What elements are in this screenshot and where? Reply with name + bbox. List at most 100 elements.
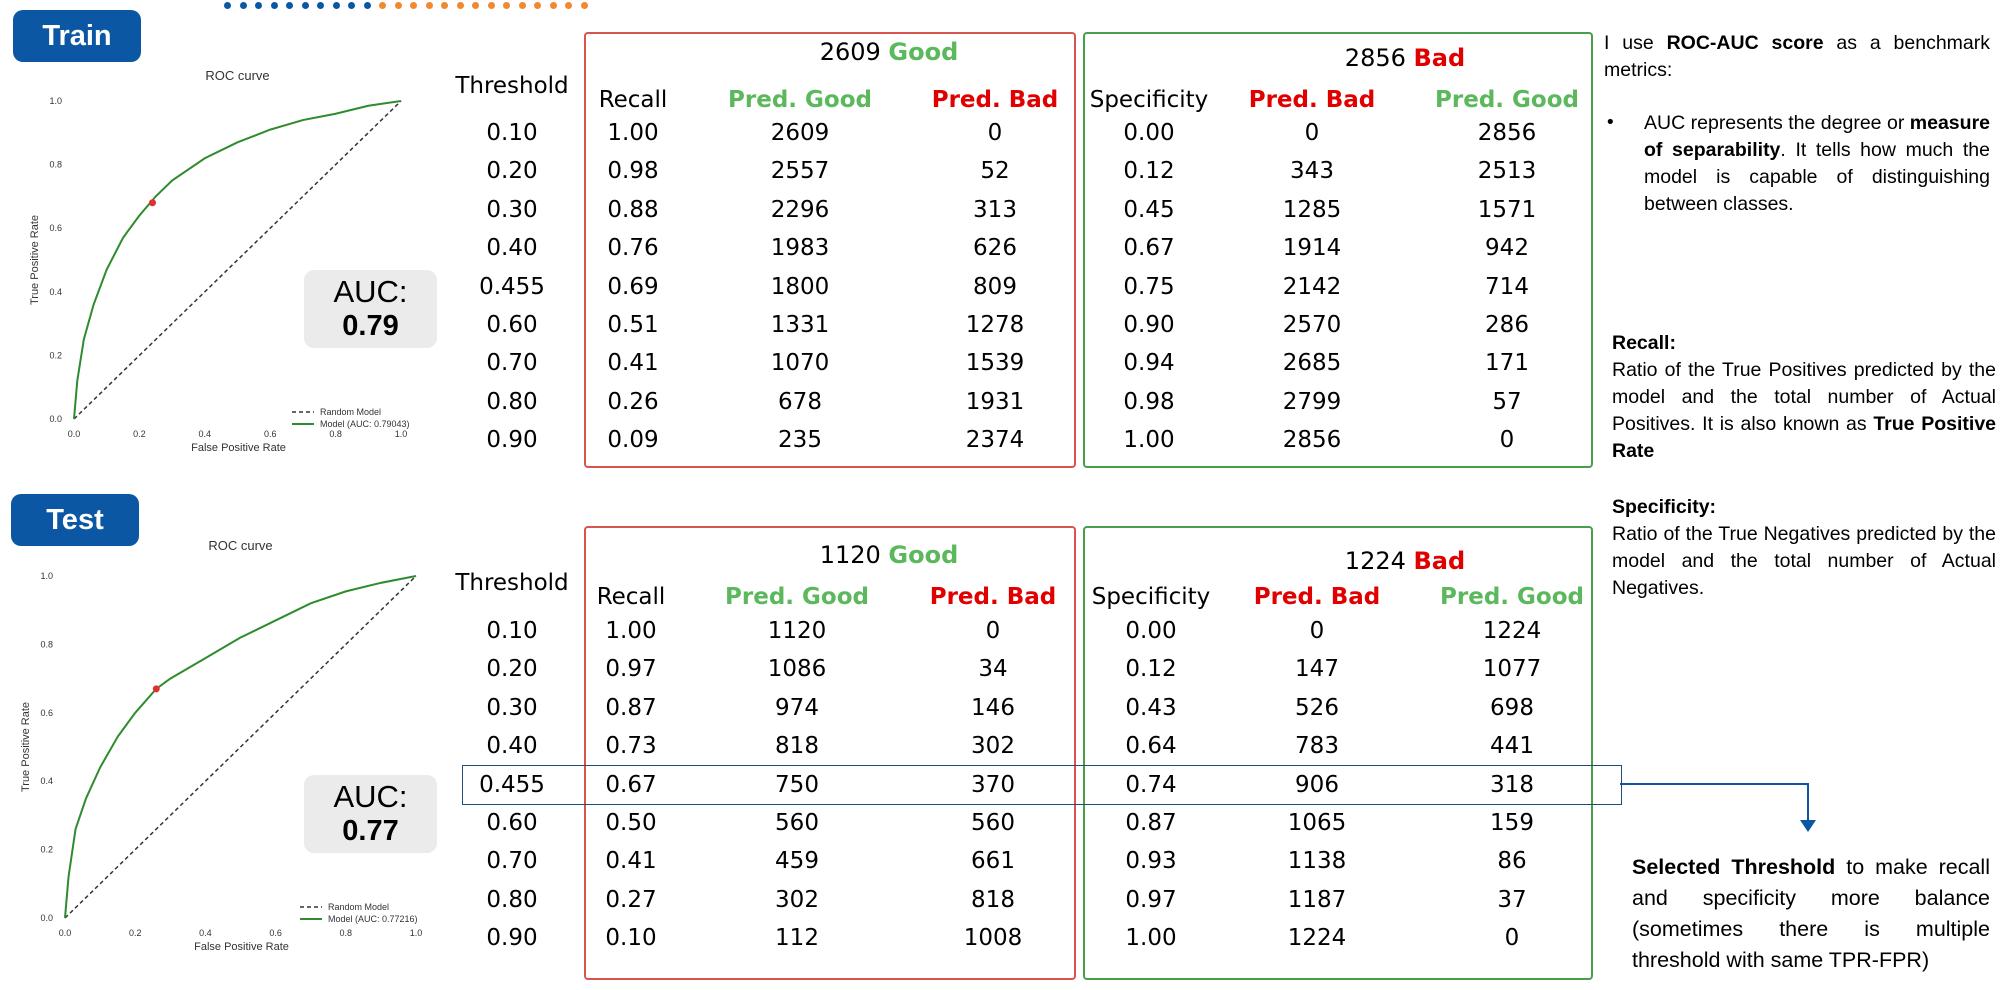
pred-bad-header: Pred. Bad [929, 584, 1057, 610]
table-cell: 0.60 [486, 810, 538, 836]
train-section-label: Train [13, 10, 141, 62]
decorative-dot [441, 2, 448, 9]
decorative-dot [270, 2, 278, 9]
table-cell: 1285 [1282, 196, 1342, 223]
decorative-dot [425, 2, 433, 9]
legend-random-label: Random Model [328, 902, 389, 912]
table-cell: 526 [1295, 694, 1339, 721]
y-axis-label: True Positive Rate [29, 215, 41, 305]
recall-header: Recall [596, 584, 666, 610]
test-auc-box: AUC: 0.77 [304, 775, 437, 853]
table-cell: 818 [775, 733, 819, 760]
table-cell: 2570 [1282, 312, 1342, 338]
table-cell: 0.455 [479, 771, 545, 798]
decorative-dot [317, 2, 324, 9]
table-cell: 0 [1504, 925, 1520, 952]
decorative-dot [487, 2, 495, 9]
threshold-header: Threshold [455, 73, 569, 99]
table-cell: 112 [775, 925, 819, 952]
table-cell: 809 [973, 273, 1017, 300]
y-tick-label: 0.6 [49, 223, 62, 233]
test-good-box [584, 526, 1076, 980]
table-cell: 1138 [1287, 848, 1347, 875]
table-cell: 0.20 [486, 158, 538, 185]
test-bad-box [1083, 526, 1593, 980]
x-tick-label: 0.0 [59, 928, 72, 938]
y-tick-label: 0.2 [49, 350, 62, 360]
test-roc-chart: ROC curve 0.0 0.0 0.2 0.2 0.4 0.4 0.6 0.6 0.8 0.8 1… [20, 538, 422, 953]
decorative-dot [301, 2, 309, 9]
table-cell: 0.97 [605, 656, 657, 683]
selected-threshold-marker [152, 685, 160, 693]
table-cell: 0.10 [486, 120, 538, 146]
table-cell: 1008 [963, 925, 1023, 952]
table-cell: 0.64 [1125, 733, 1177, 760]
pred-bad-header: Pred. Bad [1248, 87, 1376, 113]
class-count: 2609 [819, 38, 889, 66]
table-cell: 0.98 [1123, 388, 1175, 415]
table-cell: 942 [1485, 235, 1529, 262]
x-tick-label: 0.0 [68, 429, 81, 439]
table-cell: 52 [980, 158, 1010, 185]
train-bad-box [1083, 32, 1593, 468]
table-cell: 0.80 [486, 388, 538, 415]
table-cell: 698 [1490, 694, 1534, 721]
table-cell: 0.88 [607, 196, 659, 223]
x-tick-label: 0.2 [129, 928, 142, 938]
class-count: 1120 [819, 541, 889, 569]
table-cell: 0.43 [1125, 694, 1177, 721]
table-cell: 1224 [1287, 925, 1347, 952]
auc-label: AUC: [333, 779, 408, 814]
train-auc-box: AUC: 0.79 [304, 270, 437, 348]
table-cell: 313 [973, 196, 1017, 223]
legend-model-label: Model (AUC: 0.79043) [320, 419, 410, 429]
table-cell: 2142 [1282, 273, 1342, 300]
pred-good-header: Pred. Good [1435, 87, 1579, 113]
table-cell: 302 [775, 886, 819, 913]
table-cell: 1187 [1287, 886, 1347, 913]
decorative-dot [286, 2, 293, 9]
table-cell: 1278 [965, 312, 1025, 338]
table-cell: 1.00 [607, 120, 659, 146]
train-roc-chart: ROC curve 0.0 0.0 0.2 0.2 0.4 0.4 0.6 0.6 0.8 0.8 1… [29, 68, 410, 454]
table-cell: 1914 [1282, 235, 1342, 262]
table-cell: 2685 [1282, 350, 1342, 377]
y-axis-label: True Positive Rate [20, 702, 32, 792]
x-tick-label: 0.4 [199, 429, 212, 439]
random-model-line [73, 100, 402, 420]
x-tick-label: 0.4 [199, 928, 212, 938]
table-cell: 0.51 [607, 312, 659, 338]
y-tick-label: 0.8 [49, 160, 62, 170]
class-count: 1224 [1344, 547, 1414, 575]
table-cell: 0.455 [479, 273, 545, 300]
table-cell: 0.80 [486, 886, 538, 913]
decorative-dot [503, 2, 510, 9]
y-tick-label: 0.0 [40, 913, 53, 923]
table-cell: 1.00 [1125, 925, 1177, 952]
bad-total-header: 1224 Bad [1255, 547, 1555, 575]
x-axis-label: False Positive Rate [194, 941, 289, 953]
table-cell: 2557 [770, 158, 830, 185]
table-cell: 37 [1497, 886, 1527, 913]
pred-bad-header: Pred. Bad [1253, 584, 1381, 610]
table-cell: 2856 [1282, 427, 1342, 454]
chart-title: ROC curve [205, 68, 269, 83]
decorative-dot [456, 2, 464, 9]
table-cell: 57 [1492, 388, 1522, 415]
table-cell: 0.12 [1123, 158, 1175, 185]
table-cell: 2296 [770, 196, 830, 223]
decorative-dot [379, 2, 386, 9]
chart-title: ROC curve [208, 538, 272, 553]
table-cell: 661 [971, 848, 1015, 875]
table-cell: 235 [778, 427, 822, 454]
table-cell: 0.40 [486, 733, 538, 760]
y-tick-label: 0.4 [40, 776, 53, 786]
table-cell: 1539 [965, 350, 1025, 377]
table-cell: 2799 [1282, 388, 1342, 415]
random-model-line [64, 575, 417, 919]
y-tick-label: 0.4 [49, 287, 62, 297]
table-cell: 750 [775, 771, 819, 798]
decorative-dot [224, 2, 231, 9]
table-cell: 783 [1295, 733, 1339, 760]
specificity-header: Specificity [1091, 584, 1211, 610]
